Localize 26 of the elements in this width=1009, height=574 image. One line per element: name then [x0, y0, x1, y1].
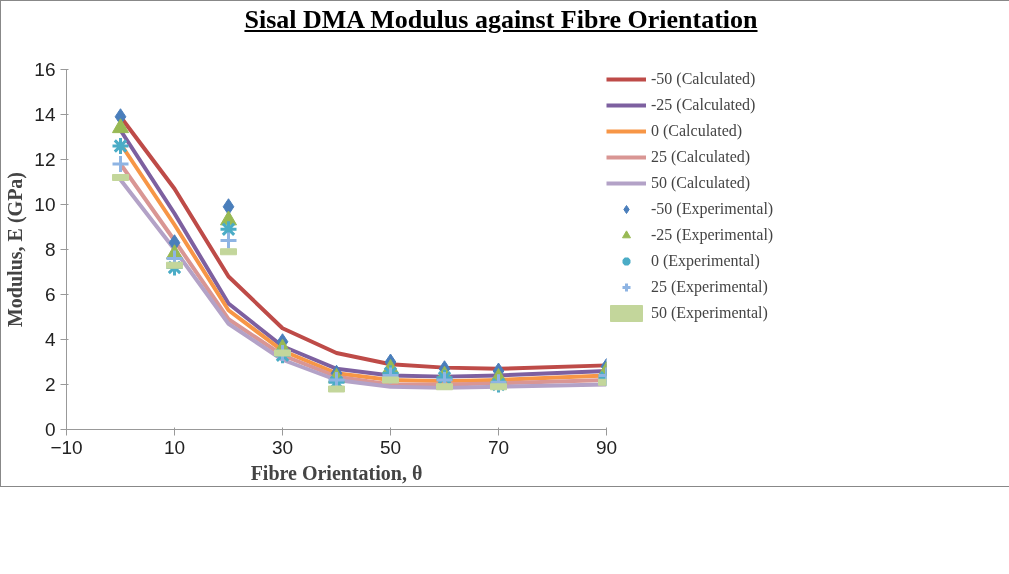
x-tick-label: 90 — [595, 436, 618, 458]
y-tick-label: 6 — [44, 284, 56, 305]
y-tick-label: 8 — [44, 239, 56, 260]
y-tick-label: 10 — [34, 194, 56, 215]
chart-title: Sisal DMA Modulus against Fibre Orientation — [243, 4, 759, 36]
legend-label: 25 (Experimental) — [651, 278, 768, 296]
legend-label: -25 (Experimental) — [651, 226, 774, 244]
x-tick-label: 10 — [163, 436, 186, 458]
y-axis-title: Modulus, E (GPa) — [4, 171, 28, 328]
legend-label: 25 (Calculated) — [651, 148, 751, 166]
legend-label: -50 (Calculated) — [651, 70, 756, 88]
y-tick-label: 16 — [34, 59, 56, 80]
y-tick-label: 2 — [44, 374, 56, 395]
x-tick-label: 30 — [271, 436, 294, 458]
legend-label: 0 (Calculated) — [651, 122, 743, 140]
legend-label: -25 (Calculated) — [651, 96, 756, 114]
y-tick-label: 14 — [34, 104, 56, 125]
y-tick-label: 4 — [44, 329, 56, 350]
x-tick-label: 50 — [379, 436, 402, 458]
legend-label: 0 (Experimental) — [651, 252, 760, 270]
legend-label: 50 (Experimental) — [651, 304, 768, 322]
y-tick-label: 12 — [34, 149, 56, 170]
legend-label: 50 (Calculated) — [651, 174, 751, 192]
x-tick-label: 70 — [487, 436, 510, 458]
legend-label: -50 (Experimental) — [651, 200, 774, 218]
x-axis-title: Fibre Orientation, θ — [250, 461, 423, 484]
